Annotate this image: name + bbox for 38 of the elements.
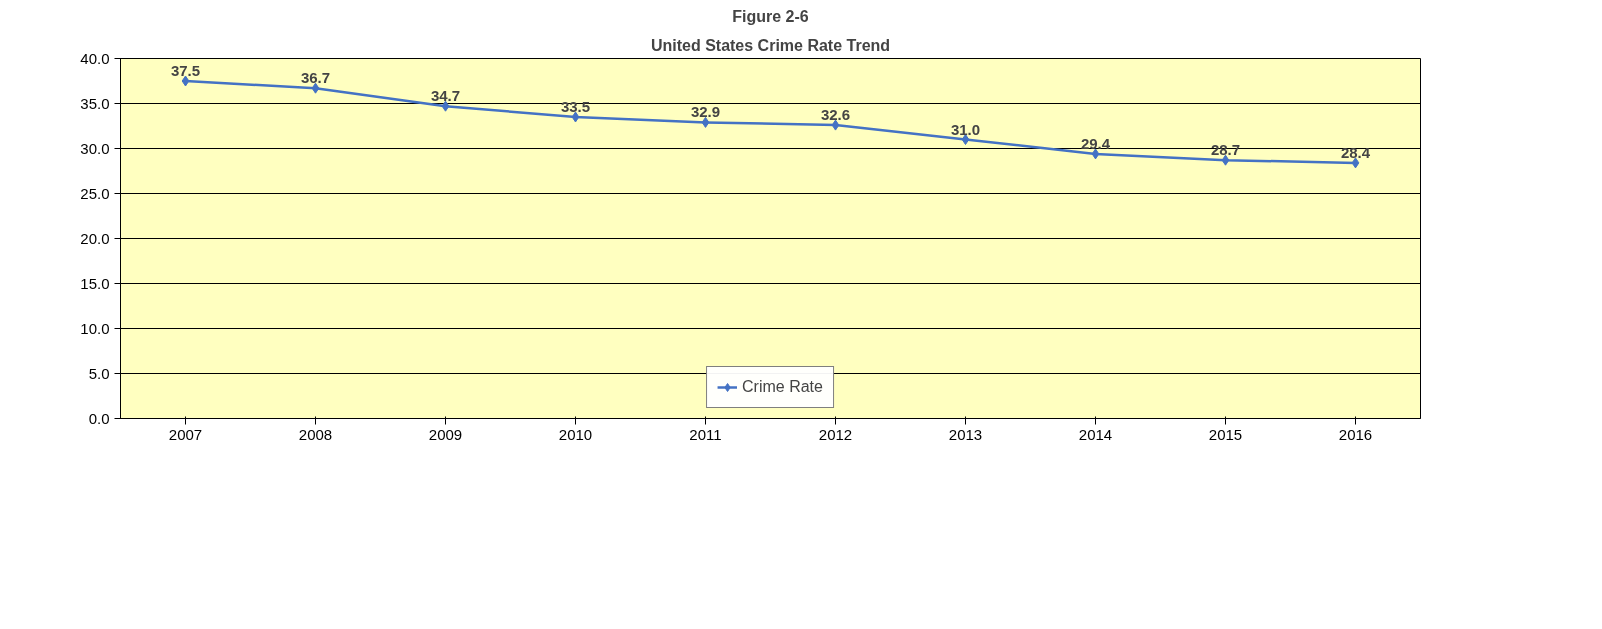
- y-tick-label: 15.0: [80, 274, 110, 292]
- data-label: 28.4: [1340, 143, 1371, 161]
- point: [961, 134, 970, 145]
- x-tick-label: 2011: [689, 425, 722, 443]
- point: [181, 75, 190, 87]
- y-tick-label: 20.0: [80, 229, 110, 247]
- data-label: 32.9: [690, 103, 721, 121]
- y-tick-label: 30.0: [80, 139, 110, 157]
- data-label: 34.7: [430, 87, 461, 105]
- x-tick-label: 2009: [428, 425, 463, 443]
- x-tick-label: 2016: [1338, 425, 1373, 443]
- y-tick-label: 10.0: [80, 319, 110, 337]
- x-tick-label: 2013: [948, 425, 983, 443]
- point: [441, 100, 450, 112]
- legend-label: Crime Rate: [742, 378, 823, 396]
- x-tick-label: 2014: [1078, 425, 1113, 443]
- data-label: 29.4: [1080, 134, 1111, 152]
- y-tick-label: 0.0: [88, 409, 110, 427]
- x-tick-label: 2012: [818, 425, 853, 443]
- point: [1091, 148, 1100, 160]
- data-label: 36.7: [300, 69, 331, 87]
- y-tick-label: 5.0: [88, 364, 110, 382]
- chart-subtitle: United States Crime Rate Trend: [650, 36, 891, 54]
- chart-title: Figure 2-6: [732, 7, 809, 25]
- x-tick-label: 2007: [168, 425, 203, 443]
- y-tick-label: 40.0: [80, 49, 110, 67]
- x-tick-label: 2010: [558, 425, 593, 443]
- data-label: 31.0: [950, 120, 981, 138]
- y-tick-label: 25.0: [80, 184, 110, 202]
- x-tick-label: 2015: [1208, 425, 1243, 443]
- point: [831, 119, 840, 131]
- point: [1351, 157, 1360, 169]
- x-tick-label: 2008: [298, 425, 333, 443]
- data-label: 37.5: [170, 62, 201, 79]
- point: [701, 116, 710, 128]
- y-tick-label: 35.0: [80, 94, 110, 112]
- data-label: 32.6: [820, 106, 851, 124]
- point: [311, 82, 320, 94]
